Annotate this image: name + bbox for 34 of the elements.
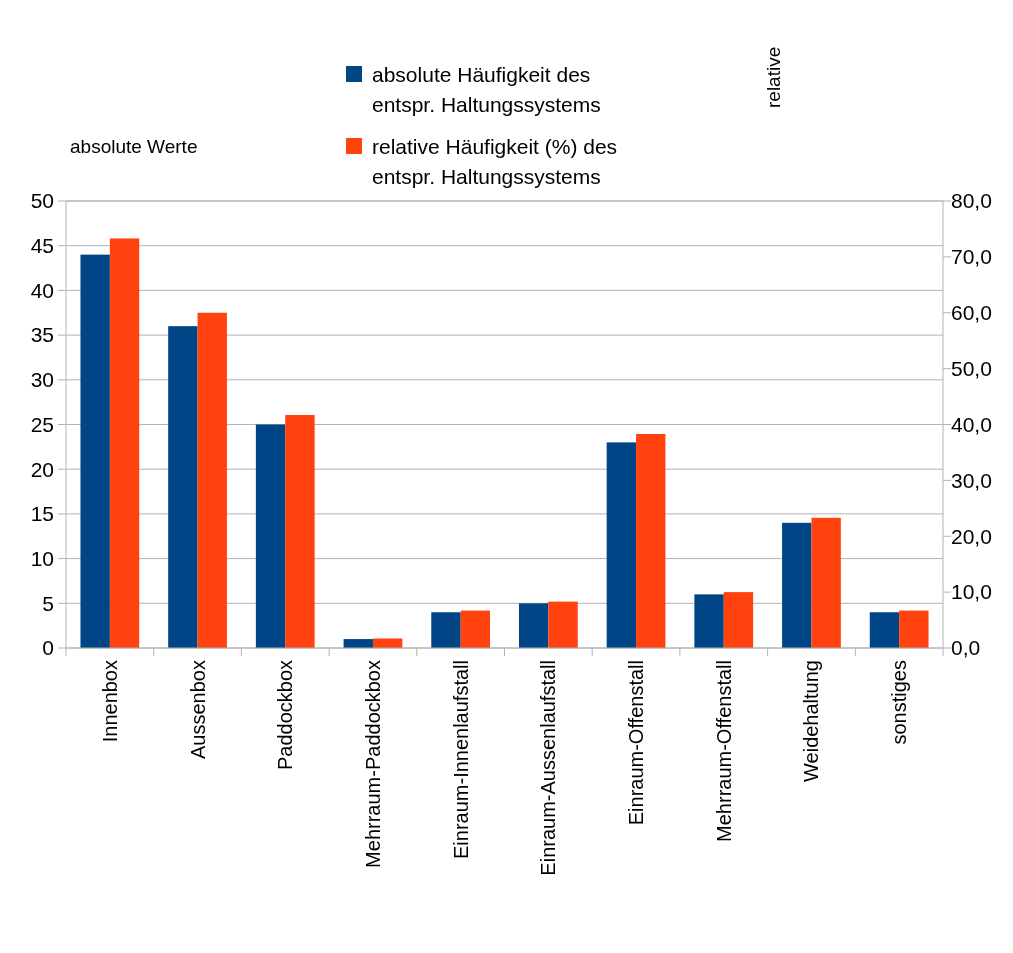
x-tick-label: Einraum-Aussenlaufstall [537, 660, 560, 876]
y2-tick-label: 60,0 [951, 301, 992, 325]
y2-tick-label: 80,0 [951, 189, 992, 213]
y-tick-label: 45 [30, 234, 54, 258]
y2-tick-label: 40,0 [951, 412, 992, 436]
legend-label: absolute Häufigkeit des entspr. Haltungssystems [372, 63, 601, 116]
y-tick-label: 5 [42, 591, 54, 615]
y-axis-title: absolute Werte [70, 136, 198, 157]
x-tick-label: Mehrraum-Offenstall [712, 660, 735, 842]
x-tick-label: Aussenbox [186, 660, 209, 759]
y-tick-label: 35 [30, 323, 54, 347]
y-tick-label: 30 [30, 368, 54, 392]
y2-tick-label: 10,0 [951, 580, 992, 604]
y2-tick-label: 20,0 [951, 524, 992, 548]
y-tick-label: 50 [30, 189, 54, 213]
y2-axis-title: relative [763, 46, 784, 108]
y-tick-label: 25 [30, 412, 54, 436]
x-tick-label: Weidehaltung [800, 660, 823, 782]
y2-tick-label: 50,0 [951, 356, 992, 380]
y-tick-label: 40 [30, 278, 54, 302]
x-tick-label: Mehrraum-Paddockbox [361, 660, 384, 868]
y2-tick-label: 0,0 [951, 636, 981, 660]
y2-tick-label: 70,0 [951, 245, 992, 269]
legend-label: relative Häufigkeit (%) des entspr. Haltungssystems [372, 135, 618, 188]
x-tick-label: Einraum-Innenlaufstall [449, 660, 472, 859]
x-tick-label: sonstiges [888, 660, 911, 745]
x-tick-label: Paddockbox [274, 660, 297, 771]
y-tick-label: 10 [30, 546, 54, 570]
x-tick-label: Einraum-Offenstall [625, 660, 648, 826]
y-tick-label: 0 [42, 636, 54, 660]
y2-tick-label: 30,0 [951, 468, 992, 492]
x-tick-label: Innenbox [98, 660, 121, 743]
y-tick-label: 15 [30, 502, 54, 526]
y-tick-label: 20 [30, 457, 54, 481]
